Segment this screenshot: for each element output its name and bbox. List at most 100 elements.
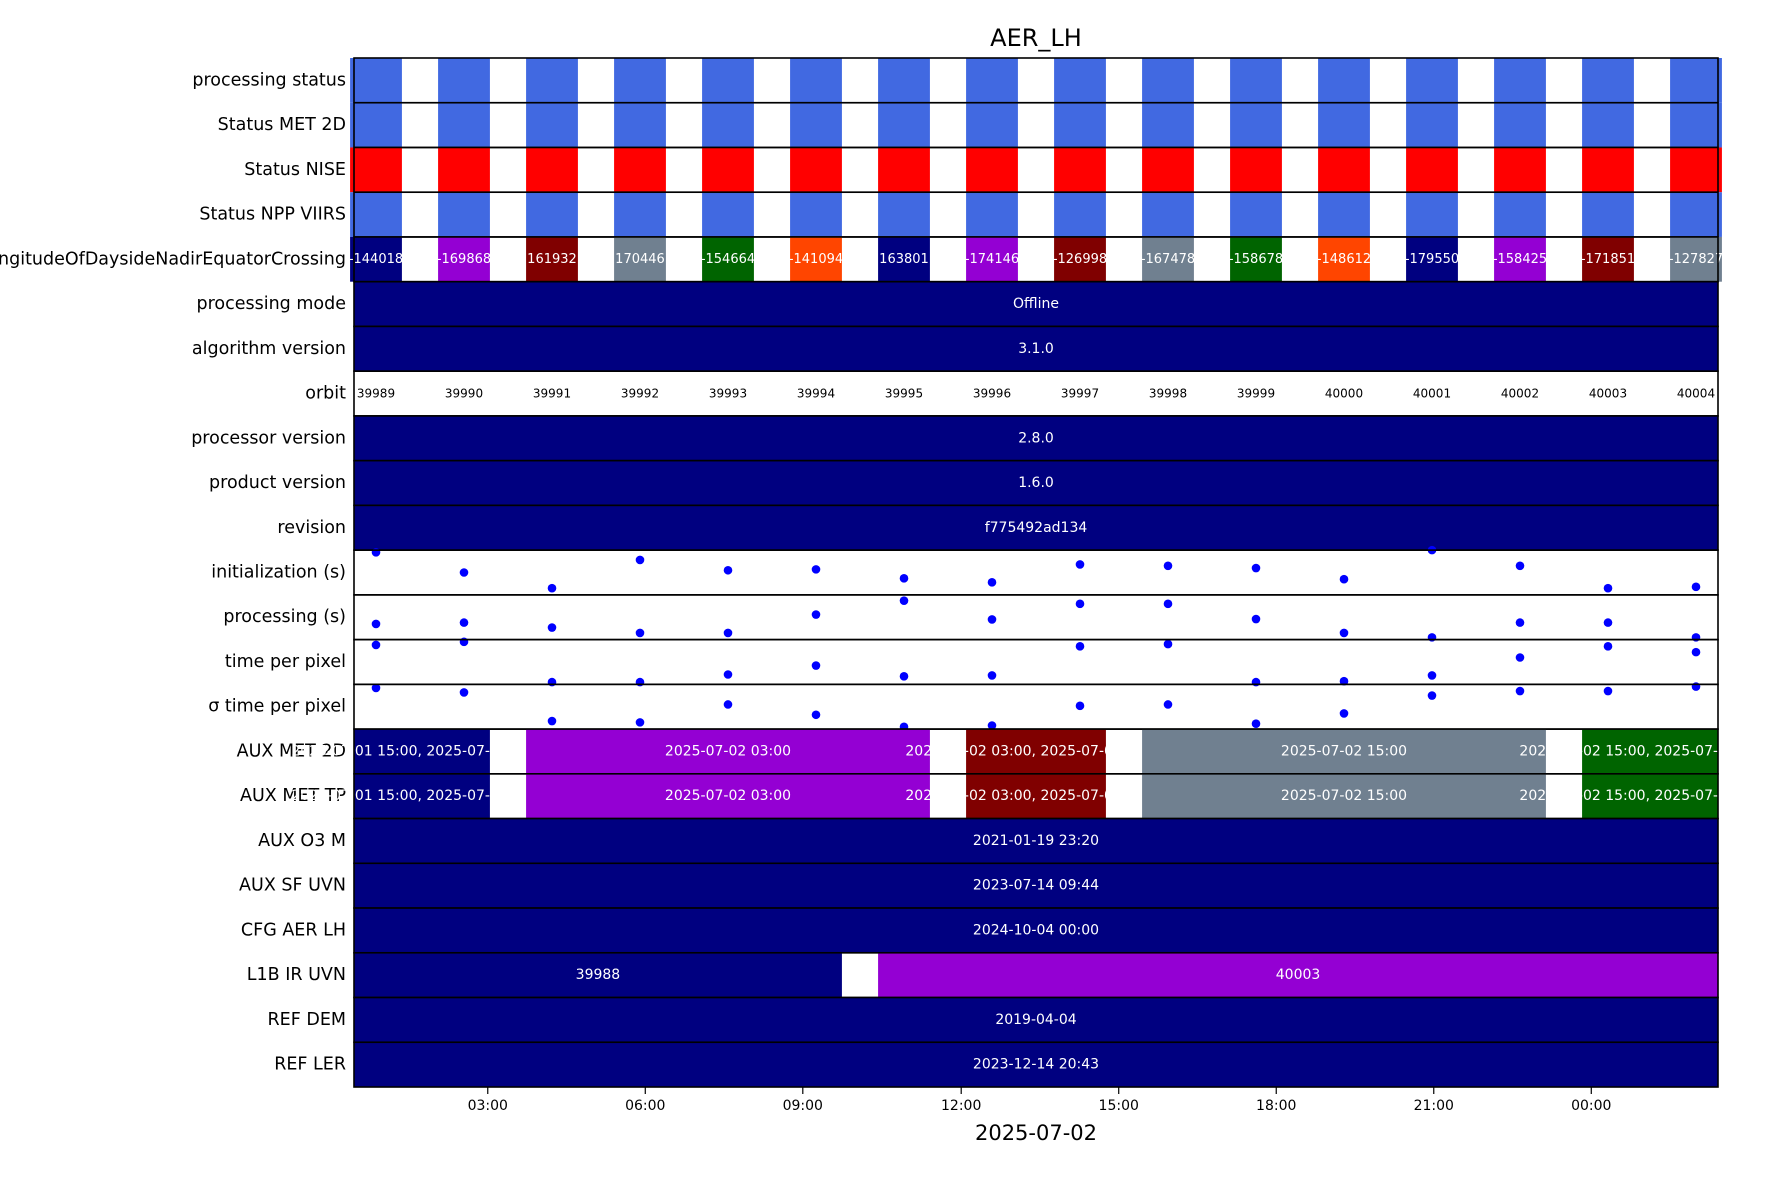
status-block [350,102,402,148]
constant-bar [354,863,1718,909]
orbit-label: 40003 [1589,387,1627,401]
data-point [1251,719,1261,729]
data-point [547,716,557,726]
constant-bar [354,460,1718,506]
row-label: algorithm version [192,339,346,359]
constant-bar [354,818,1718,864]
status-block [702,192,754,237]
data-point [371,683,381,693]
status-block [702,147,754,193]
orbit-label: 40000 [1325,387,1363,401]
status-block [878,192,930,237]
data-point [1075,560,1085,569]
constant-bar [354,908,1718,953]
constant-bar [354,505,1718,551]
aux-label: 2025-07-02 15:00, 2025-07-03 03:00 [1519,743,1771,759]
row-label: longitudeOfDaysideNadirEquatorCrossing [0,249,346,269]
orbit-label: 39990 [445,387,483,401]
status-block [878,58,930,103]
data-point [1075,599,1085,609]
longitude-label: -127827 [1669,252,1723,267]
status-block [966,192,1018,237]
status-block [350,58,402,103]
longitude-block [966,236,1018,282]
row-frame [353,638,1719,686]
status-block [614,58,666,103]
status-block [438,147,490,193]
data-point [1515,561,1525,571]
status-block [1142,192,1194,237]
data-point [1691,647,1701,657]
status-block [1318,192,1370,237]
longitude-label: -158678 [1229,252,1283,267]
l1b-label: 39988 [576,967,621,983]
status-block [1142,147,1194,193]
aux-segment [526,773,930,819]
orbit-label: 39999 [1237,387,1275,401]
orbit-label: 39989 [357,387,395,401]
constant-label: Offline [1013,296,1059,312]
status-block [702,58,754,103]
aux-segment [354,729,490,774]
x-tick-label: 21:00 [1414,1098,1454,1114]
x-tick-label: 09:00 [783,1098,823,1114]
orbit-label: 39997 [1061,387,1099,401]
data-point [1691,582,1701,592]
data-point [987,671,997,680]
status-block [1406,102,1458,148]
constant-label: 3.1.0 [1018,341,1054,357]
status-block [526,102,578,148]
status-block [526,147,578,193]
row-label: AUX SF UVN [239,876,346,896]
data-point [1339,574,1349,584]
longitude-block [1670,236,1722,282]
constant-label: 2.8.0 [1018,430,1054,446]
longitude-label: -154664 [701,252,755,267]
status-block [350,147,402,193]
aux-segment [354,773,490,819]
chart-title: AER_LH [990,24,1082,52]
data-point [1515,686,1525,696]
status-block [1230,58,1282,103]
data-point [459,688,469,697]
row-label: REF DEM [268,1010,346,1030]
status-block [1406,192,1458,237]
longitude-label: 170446 [615,252,665,267]
row-label: processor version [191,428,346,448]
status-block [438,102,490,148]
l1b-label: 40003 [1276,967,1321,983]
longitude-block [350,236,402,282]
orbit-label: 40004 [1677,387,1715,401]
row-label: Status NPP VIIRS [199,205,346,225]
status-block [1054,192,1106,237]
row-label: product version [209,473,346,493]
x-tick-label: 15:00 [1099,1098,1139,1114]
data-point [1075,701,1085,711]
status-block [878,147,930,193]
status-block [526,192,578,237]
status-block [1230,192,1282,237]
longitude-block [1582,236,1634,282]
x-tick-label: 00:00 [1571,1098,1611,1114]
row-frame [353,594,1719,641]
row-label: Status NISE [244,160,346,180]
aux-segment [1582,729,1718,774]
status-block [1318,102,1370,148]
status-block [1494,102,1546,148]
row-label: time per pixel [225,652,346,672]
data-point [371,640,381,650]
data-point [1339,709,1349,718]
longitude-block [1142,236,1194,282]
data-point [1251,614,1261,624]
status-block [1318,147,1370,193]
row-label: L1B IR UVN [247,965,346,985]
orbit-label: 39998 [1149,387,1187,401]
data-point [635,718,645,727]
orbit-label: 39992 [621,387,659,401]
row-label: processing status [192,70,346,90]
aux-segment [966,729,1106,774]
data-point [547,623,557,632]
row-label: AUX MET TP [240,786,346,806]
row-label: REF LER [274,1055,346,1075]
data-point [1603,642,1613,651]
